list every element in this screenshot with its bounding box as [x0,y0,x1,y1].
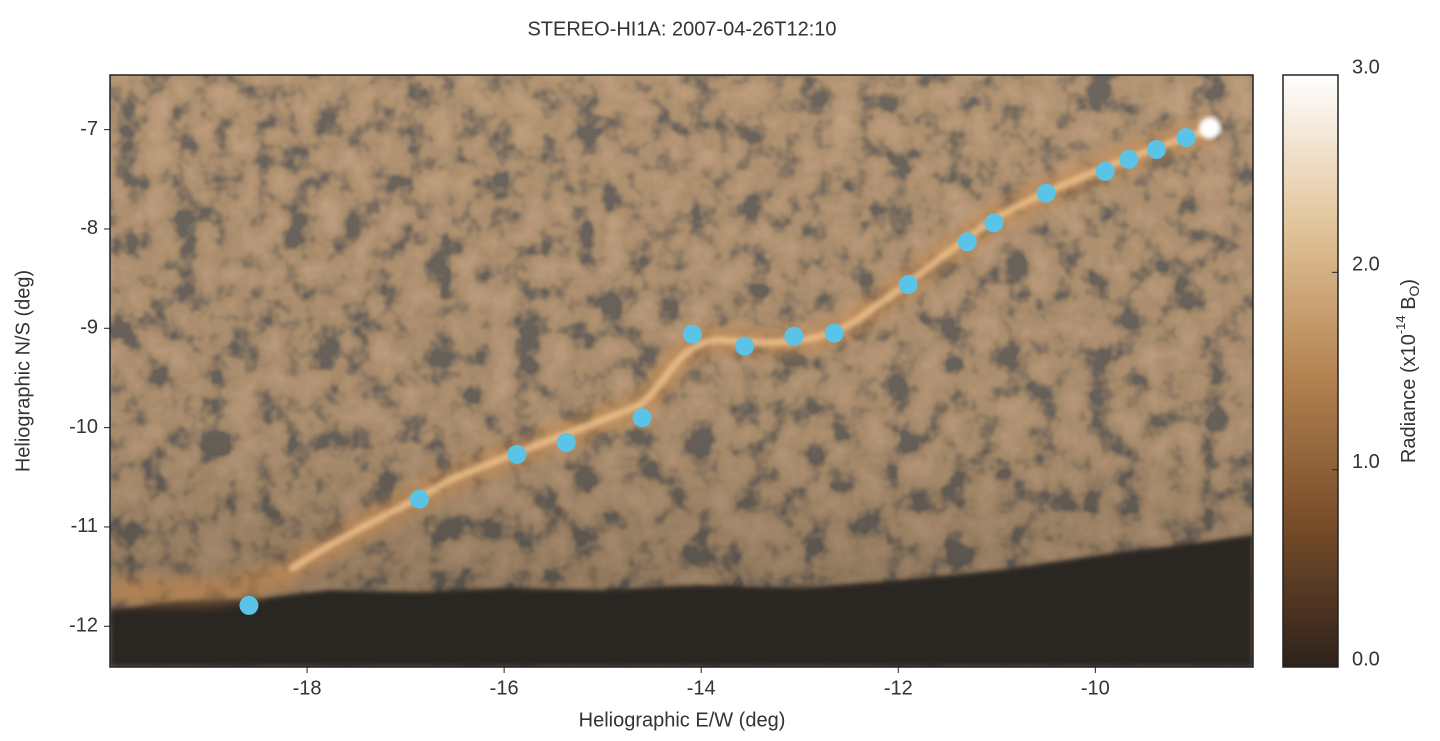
colorbar-tick-label: 2.0 [1352,254,1380,276]
streak-core [288,124,1214,573]
point [824,323,844,343]
x-tick-label: -16 [490,677,519,699]
point [735,336,755,356]
y-tick-label: -10 [69,416,98,438]
colorbar-label-exponent: -14 [1393,315,1408,334]
point [632,408,652,428]
colorbar [1282,74,1339,668]
colorbar-tick-label: 1.0 [1352,451,1380,473]
point [984,213,1004,233]
y-tick-label: -8 [80,217,98,239]
colorbar-tick-label: 3.0 [1352,56,1380,78]
point [556,433,576,453]
point [239,595,259,615]
dark-region [110,535,1253,667]
x-tick-label: -14 [687,677,716,699]
y-tick-label: -11 [71,515,98,537]
y-tick-label: -12 [69,615,98,637]
y-tick-label: -9 [80,317,98,339]
x-axis-label: Heliographic E/W (deg) [579,709,786,731]
point [957,232,977,252]
point [507,444,527,464]
image-background [110,75,1253,667]
colorbar-tick-label: 0.0 [1352,648,1380,670]
point [409,489,429,509]
colorbar-label-subscript: O [1406,285,1422,296]
colorbar-label-close: ) [1398,279,1420,286]
point [784,326,804,346]
point [1095,161,1115,181]
colorbar-label-unit: B [1398,296,1420,315]
point [898,275,918,295]
x-tick-label: -12 [884,677,913,699]
colorbar-label-text: Radiance (x10 [1398,334,1420,463]
point [682,324,702,344]
point [1119,149,1139,169]
point [1146,139,1166,159]
point [1176,128,1196,148]
plot-frame [109,74,1254,668]
x-tick-label: -18 [293,677,322,699]
chart-title: STEREO-HI1A: 2007-04-26T12:10 [527,18,836,40]
point [1036,183,1056,203]
y-axis-label: Heliographic N/S (deg) [12,270,34,472]
y-tick-label: -7 [80,118,98,140]
streak-head [1199,117,1221,139]
colorbar-label: Radiance (x10-14 BO) [1393,279,1421,463]
x-tick-label: -10 [1081,677,1110,699]
